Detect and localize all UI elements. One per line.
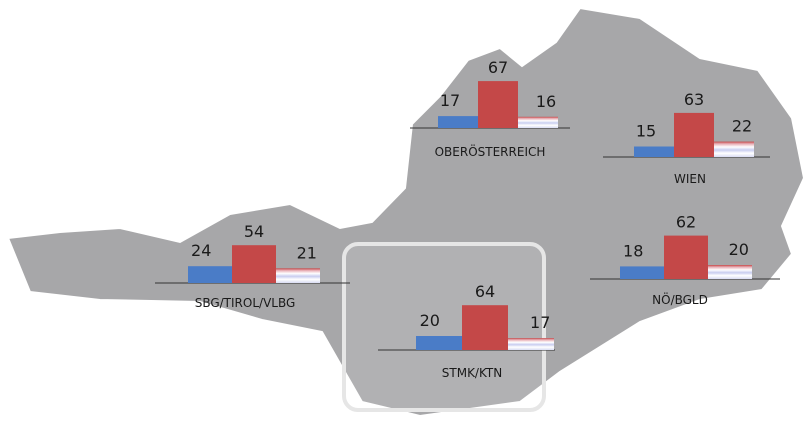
value-label: 67 xyxy=(488,58,508,77)
value-label: 20 xyxy=(420,311,440,330)
region-label: WIEN xyxy=(674,172,706,186)
bar xyxy=(518,116,558,128)
bar xyxy=(188,266,232,283)
region-label: SBG/TIROL/VLBG xyxy=(195,296,296,310)
value-label: 24 xyxy=(191,241,211,260)
value-label: 22 xyxy=(732,117,752,136)
bar xyxy=(674,112,714,157)
bar xyxy=(708,265,752,279)
value-label: 62 xyxy=(676,213,696,232)
bar xyxy=(478,81,518,128)
value-label: 21 xyxy=(297,243,317,262)
value-label: 17 xyxy=(530,313,550,332)
bar xyxy=(416,336,462,350)
bar xyxy=(462,305,508,350)
country-shape xyxy=(6,6,806,418)
bar xyxy=(634,146,674,157)
bar xyxy=(232,245,276,283)
selection-frame[interactable] xyxy=(342,242,546,412)
value-label: 18 xyxy=(623,241,643,260)
bar xyxy=(276,268,320,283)
value-label: 15 xyxy=(636,122,656,141)
value-label: 63 xyxy=(684,90,704,109)
value-label: 64 xyxy=(475,282,495,301)
region-label: NÖ/BGLD xyxy=(652,291,708,307)
bar xyxy=(508,338,554,350)
value-label: 54 xyxy=(244,222,264,241)
bar xyxy=(438,116,478,128)
bar xyxy=(664,235,708,279)
region-label: STMK/KTN xyxy=(442,366,502,380)
value-label: 16 xyxy=(536,92,556,111)
region-label: OBERÖSTERREICH xyxy=(435,143,546,159)
bar xyxy=(620,266,664,279)
value-label: 17 xyxy=(440,91,460,110)
value-label: 20 xyxy=(729,240,749,259)
bar xyxy=(714,141,754,157)
